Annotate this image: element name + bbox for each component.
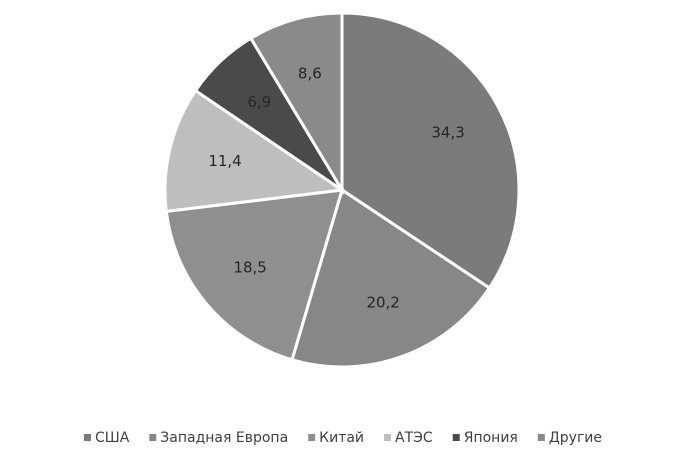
legend-swatch	[308, 434, 316, 441]
data-label: 11,4	[208, 152, 241, 170]
pie-slice	[290, 187, 492, 369]
data-label: 34,3	[431, 124, 464, 142]
pie-slice	[164, 188, 345, 362]
data-label: 20,2	[366, 294, 399, 312]
pie-slice	[248, 11, 344, 196]
legend-label: Западная Европа	[160, 430, 288, 446]
legend-swatch	[452, 434, 460, 441]
pie-slice	[163, 88, 347, 214]
legend-label: Другие	[549, 430, 602, 446]
legend-swatch	[83, 434, 91, 441]
legend-swatch	[149, 434, 157, 441]
legend-label: Япония	[464, 430, 518, 446]
data-label: 8,6	[298, 65, 322, 83]
data-label: 18,5	[233, 258, 266, 276]
data-label: 6,9	[247, 93, 271, 111]
legend-label: АТЭС	[395, 430, 433, 446]
legend-swatch	[537, 434, 545, 441]
legend-label: США	[95, 430, 130, 446]
legend-swatch	[384, 434, 392, 441]
legend-label: Китай	[319, 430, 364, 446]
